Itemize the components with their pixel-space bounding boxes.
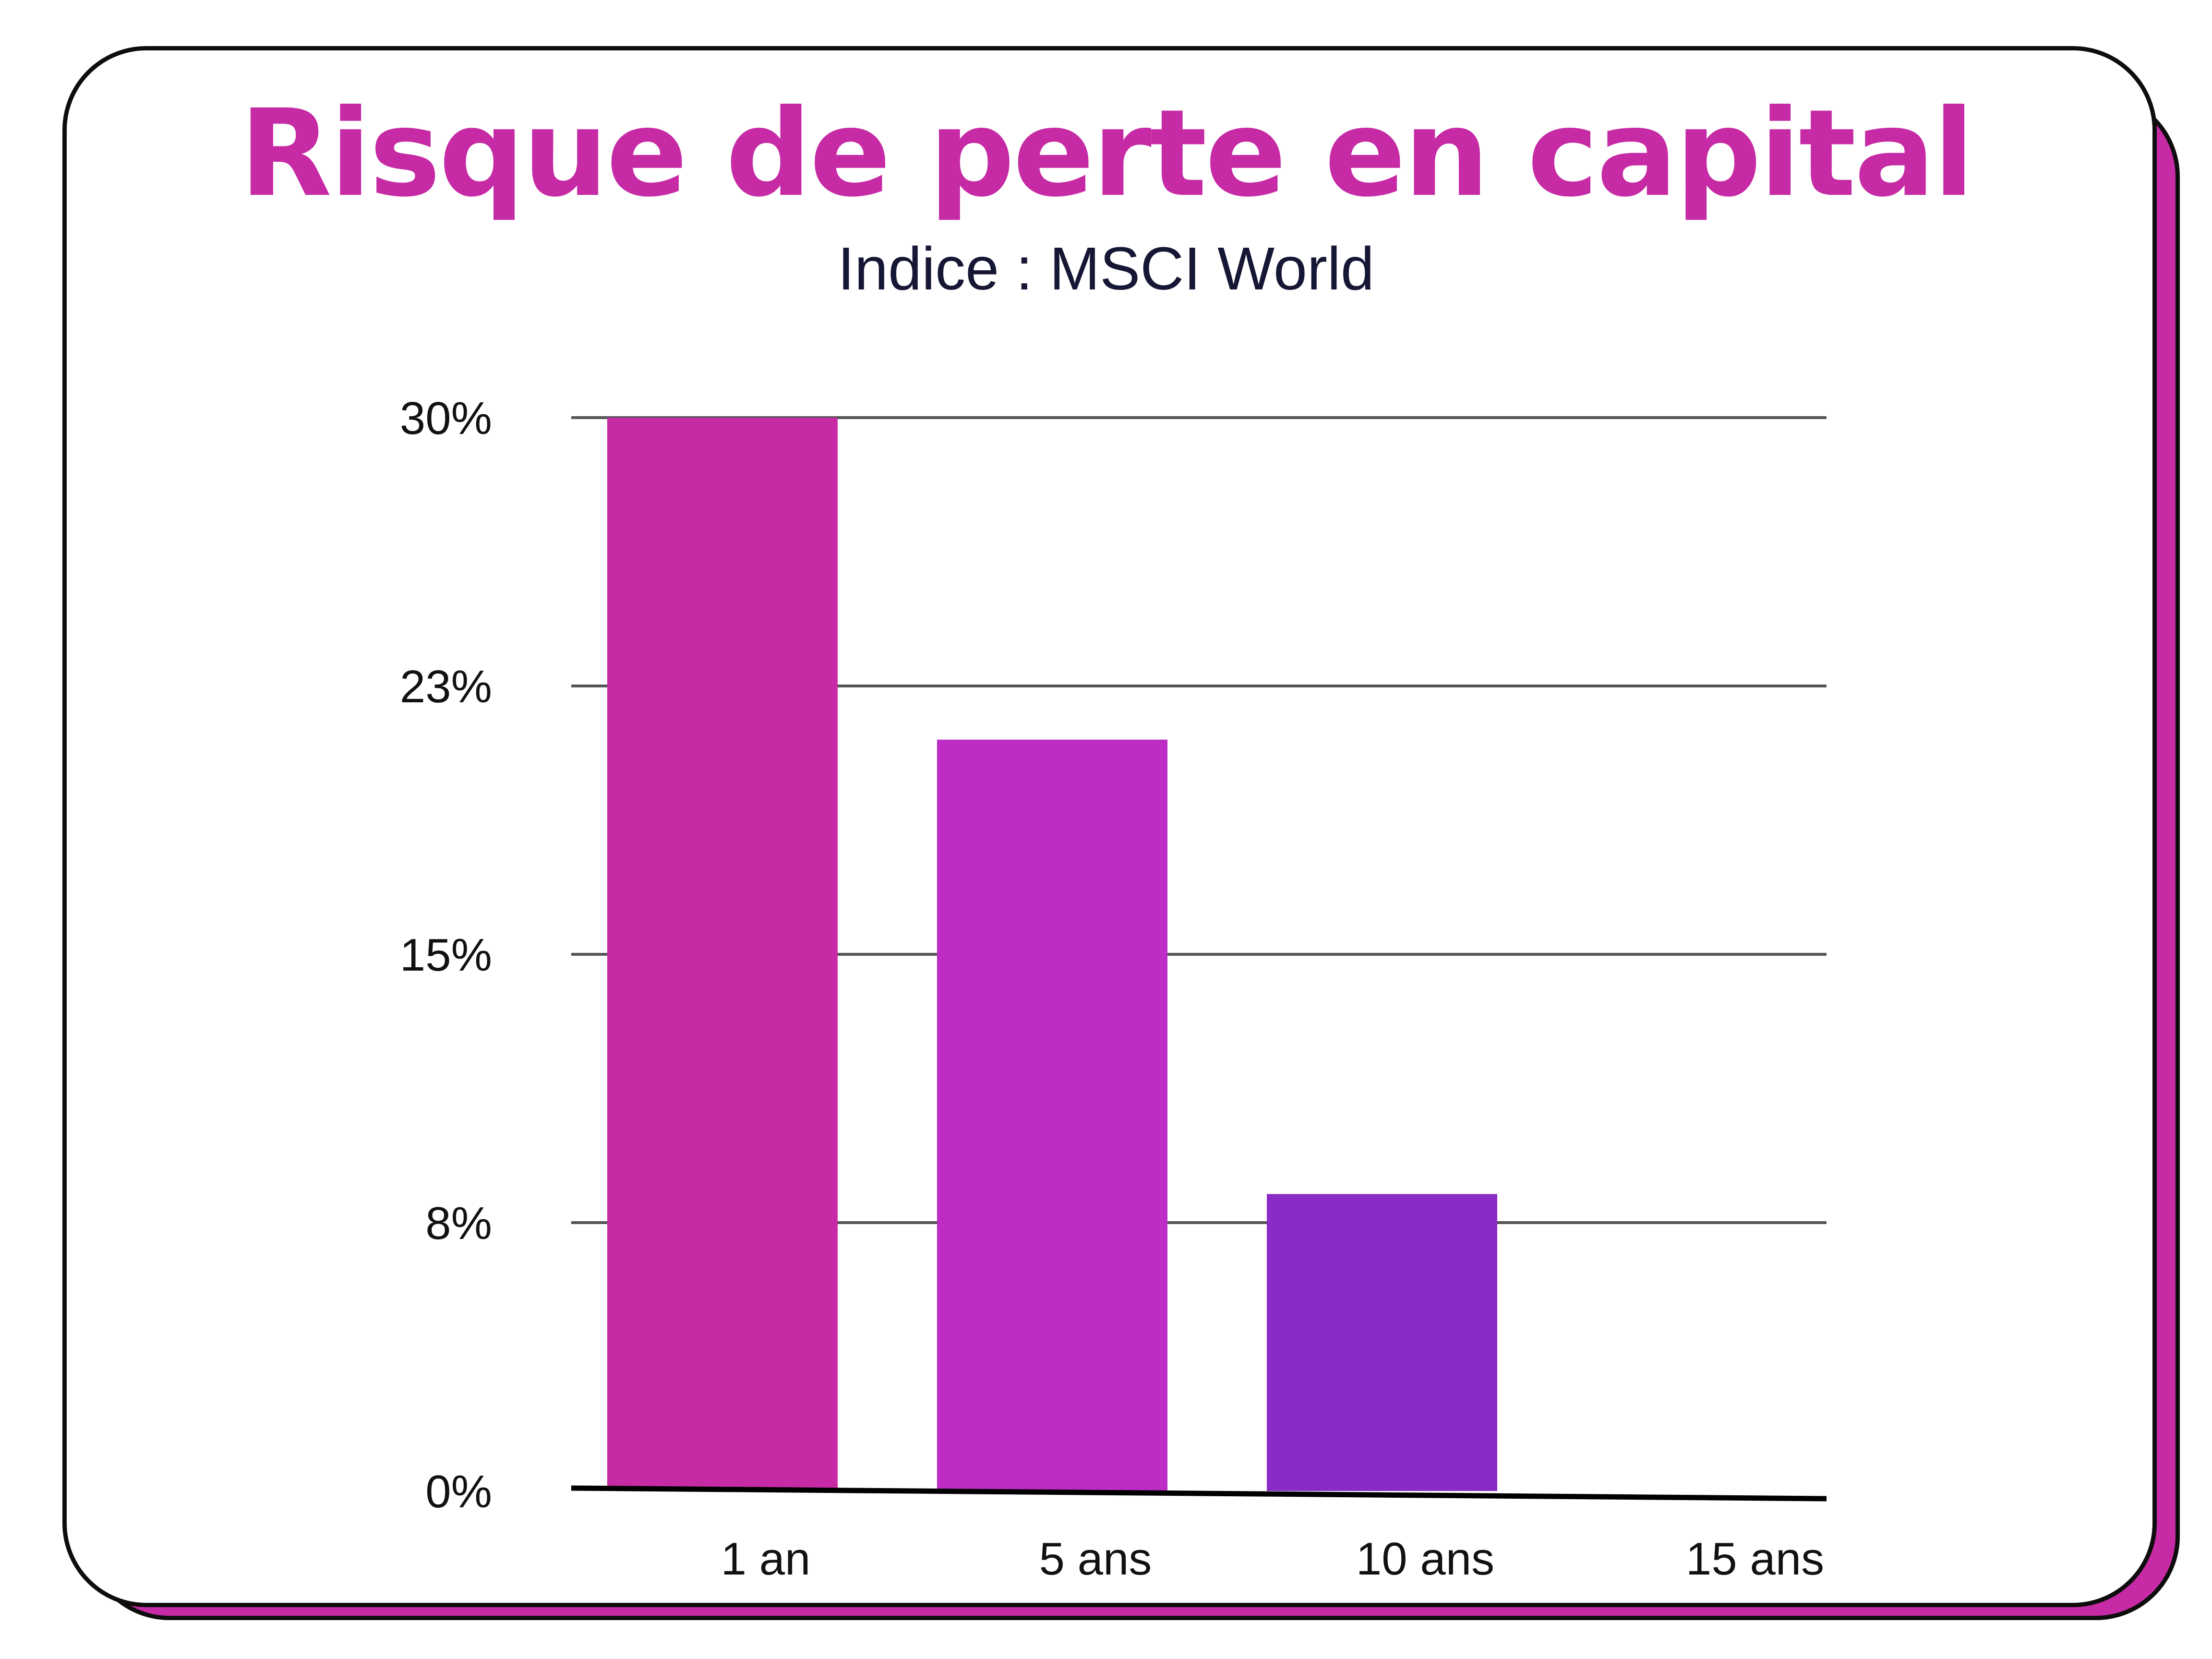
y-tick-label: 23% — [400, 661, 492, 712]
x-tick-label: 1 an — [721, 1533, 811, 1585]
y-tick-label: 8% — [425, 1198, 492, 1249]
chart-subtitle: Indice : MSCI World — [837, 235, 1374, 302]
x-tick-label: 15 ans — [1686, 1533, 1824, 1585]
y-tick-label: 30% — [400, 393, 492, 444]
bar — [607, 418, 838, 1491]
y-tick-label: 0% — [425, 1466, 492, 1517]
y-tick-label: 15% — [400, 929, 492, 981]
x-tick-label: 5 ans — [1039, 1533, 1152, 1585]
chart-title: Risque de perte en capital — [240, 84, 1974, 223]
x-tick-label: 10 ans — [1356, 1533, 1494, 1585]
x-axis-baseline — [571, 1485, 1827, 1502]
bar — [1267, 1194, 1497, 1491]
bar — [937, 739, 1167, 1491]
